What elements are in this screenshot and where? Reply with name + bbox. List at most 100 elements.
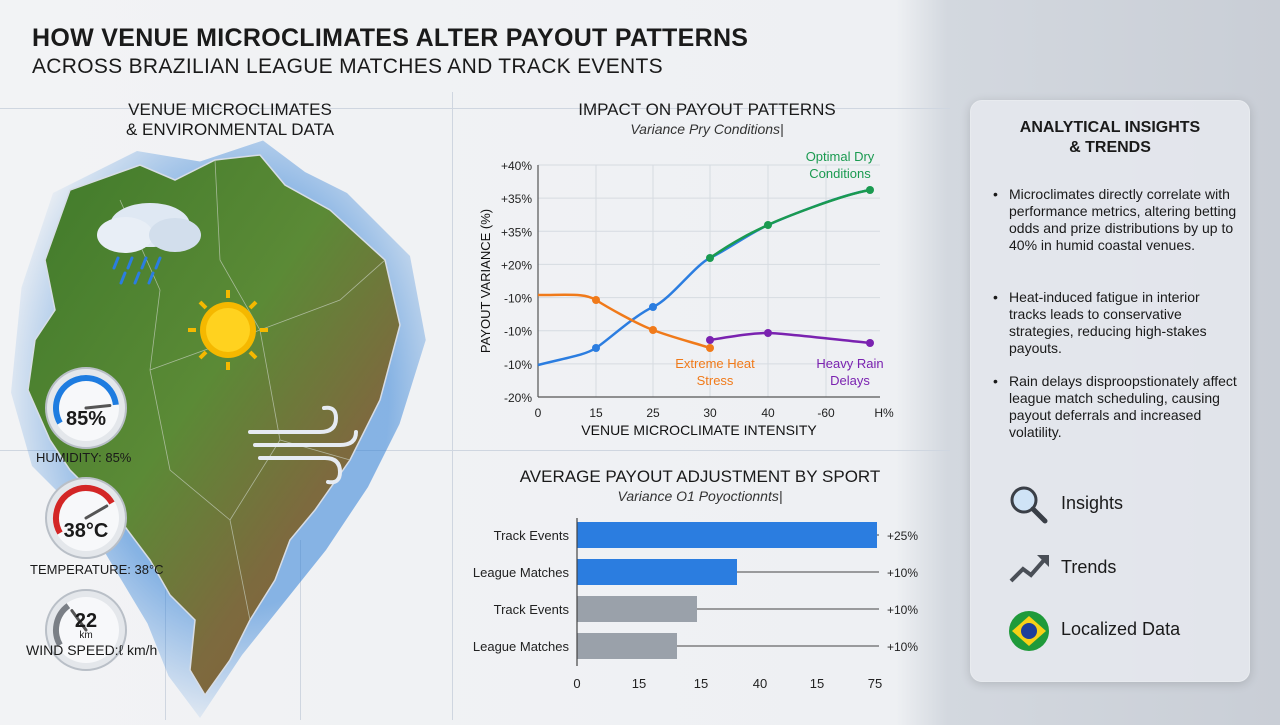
legend-label: Localized Data [1061,619,1181,639]
grid-line [452,92,453,720]
insight-bullet: Microclimates directly correlate with pe… [993,186,1239,254]
page-subtitle: ACROSS BRAZILIAN LEAGUE MATCHES AND TRAC… [32,55,663,78]
rain-cloud-icon [97,203,201,285]
brazil-map [0,140,430,720]
line-chart-subtitle: Variance Pry Conditions| [630,121,784,137]
trend-arrow-icon [1009,555,1049,583]
x-tick-label: 30 [703,406,717,420]
x-tick-label: 0 [573,676,580,691]
brazil-land [27,154,401,697]
humidity-gauge [44,366,128,450]
wind-speed-value: 22 [74,610,98,632]
y-axis-label: PAYOUT VARIANCE (%) [478,209,493,353]
value-label: +10% [887,566,918,580]
x-tick-label: 15 [810,676,824,691]
series-label: Stress [697,373,734,388]
wind-speed-gauge [44,588,128,672]
y-tick-label: +35% [501,192,532,206]
temperature-gauge [44,476,128,560]
x-axis-label: VENUE MICROCLIMATE INTENSITY [581,422,817,438]
panel-subtitle: & TRENDS [1069,139,1151,156]
data-point [592,344,600,352]
y-tick-label: -20% [504,391,532,405]
humidity-label: HUMIDITY: 85% [36,450,132,465]
gauge-needle [70,609,88,632]
x-tick-label: 40 [753,676,767,691]
gauge-needle [84,403,112,410]
data-point [866,186,874,194]
bar-chart-title: AVERAGE PAYOUT ADJUSTMENT BY SPORT [519,467,881,486]
category-label: Track Events [494,602,570,617]
grid-line [0,108,950,109]
value-label: +25% [887,529,918,543]
magnifier-icon [1010,486,1048,524]
data-point [592,296,600,304]
bar-chart-subtitle: Variance O1 Poyoctionnts| [617,488,783,504]
gauge-fill [53,375,119,425]
x-tick-label: 15 [694,676,708,691]
wind-icon [248,405,358,485]
x-tick-label: 75 [868,676,882,691]
series-line [537,293,711,350]
series-label: Extreme Heat [675,356,755,371]
data-point [706,344,714,352]
line-chart: +40% +35% +35% +20% -10% -10% -10% -20%0 15 25 30 4… [478,149,894,438]
data-point [706,254,714,262]
series-line [709,188,871,260]
page-title: HOW VENUE MICROCLIMATES ALTER PAYOUT PAT… [32,24,749,52]
map-section-subtitle: & ENVIRONMENTAL DATA [125,120,335,139]
sun-icon [188,290,268,370]
series-label: Optimal Dry [806,149,875,164]
category-label: League Matches [473,639,570,654]
data-point [706,336,714,344]
y-tick-label: +20% [501,258,532,272]
bar [577,596,697,622]
brazil-flag-icon [1009,611,1049,651]
x-tick-label: 25 [646,406,660,420]
x-tick-label: H% [874,406,894,420]
bar-chart: Track Events +25% League Matches +10% Track … [473,518,918,691]
y-tick-label: +35% [501,225,532,239]
value-label: +10% [887,603,918,617]
insight-bullet: Heat-induced fatigue in interior tracks … [993,289,1239,357]
series-label: Delays [830,373,870,388]
bar [577,559,737,585]
gauge-needle [84,504,109,520]
map-section-title: VENUE MICROCLIMATES [128,100,332,119]
y-tick-label: -10% [504,325,532,339]
x-tick-label: 15 [632,676,646,691]
gauge-fill [53,485,115,535]
y-tick-label: -10% [504,358,532,372]
humidity-value: 85% [65,408,107,430]
legend-label: Insights [1061,493,1124,513]
y-tick-label: -10% [504,292,532,306]
x-tick-label: 40 [761,406,775,420]
data-point [764,329,772,337]
data-point [649,303,657,311]
x-tick-label: 0 [535,406,542,420]
insight-bullet: Rain delays disproopstionately affect le… [993,373,1239,441]
data-point [866,339,874,347]
panel-title: ANALYTICAL INSIGHTS [1019,119,1201,136]
temperature-value: 38°C [63,520,109,542]
grid-line [0,450,950,451]
grid-line [300,540,301,720]
series-label: Heavy Rain [816,356,883,371]
data-point [649,326,657,334]
bar [577,522,877,548]
category-label: Track Events [494,528,570,543]
series-line [709,331,871,345]
data-point [764,221,772,229]
x-tick-label: 15 [589,406,603,420]
x-tick-label: -60 [817,406,835,420]
wind-speed-unit: km [79,630,93,641]
insights-panel: ANALYTICAL INSIGHTS & TRENDS Microclimat… [970,100,1250,682]
series-label: Conditions [809,166,871,181]
temperature-label: TEMPERATURE: 38°C [30,562,164,577]
y-tick-label: +40% [501,159,532,173]
value-label: +10% [887,640,918,654]
category-label: League Matches [473,565,570,580]
line-chart-title: IMPACT ON PAYOUT PATTERNS [578,100,836,119]
wind-speed-label: WIND SPEED:ℓ km/h [26,642,158,658]
bar [577,633,677,659]
